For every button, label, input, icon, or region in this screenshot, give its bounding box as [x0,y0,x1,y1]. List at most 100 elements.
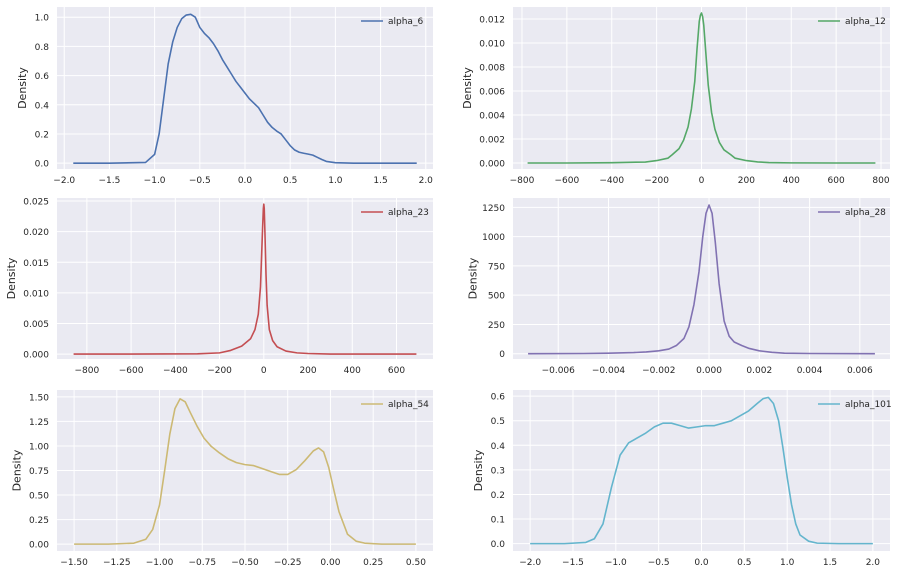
legend: alpha_54 [361,400,429,410]
y-tick-label: 0.025 [23,198,49,208]
y-tick-label: 0.50 [29,492,49,502]
x-tick-label: −400 [163,366,188,376]
x-tick-label: 200 [738,176,755,186]
y-axis-label: Density [5,257,18,299]
x-tick-label: 0 [261,366,267,376]
x-tick-label: 0.0 [238,176,253,186]
x-tick-label: −0.5 [648,558,670,568]
x-tick-label: 0.5 [283,176,297,186]
y-tick-label: 0.8 [35,43,50,53]
y-tick-label: 0.2 [491,491,505,501]
y-tick-label: 1.0 [35,14,50,24]
legend: alpha_6 [361,17,423,27]
legend-label: alpha_101 [845,400,892,410]
x-tick-label: −0.002 [642,366,675,376]
y-tick-label: 0.008 [479,64,505,74]
x-tick-label: −2.0 [53,176,75,186]
x-tick-label: −400 [599,176,624,186]
subplot-alpha_54: −1.50 −1.25 −1.00 −0.75 −0.50 −0.25 0.00 0.25 0.… [11,390,433,568]
y-tick-label: 0.0 [35,160,50,170]
x-tick-label: −800 [74,366,99,376]
x-tick-label: 2.0 [866,558,881,568]
x-tick-label: −0.004 [592,366,626,376]
x-tick-label: 1.0 [328,176,343,186]
y-tick-label: 0.020 [23,228,49,238]
x-tick-label: 0.002 [746,366,772,376]
x-tick-label: 0.25 [363,558,383,568]
y-tick-label: 0.000 [23,351,49,361]
y-tick-label: 250 [488,321,505,331]
x-tick-label: −200 [644,176,669,186]
subplot-alpha_101: −2.0 −1.5 −1.0 −0.5 0.0 0.5 1.0 1.5 2.0 0.0 0.1 0.2… [472,390,892,568]
legend: alpha_23 [361,208,429,218]
x-tick-label: −1.0 [605,558,627,568]
x-tick-label: −1.0 [144,176,166,186]
y-tick-label: 0.4 [491,442,506,452]
x-tick-label: −1.25 [103,558,131,568]
y-tick-label: 0.006 [479,88,505,98]
y-axis-label: Density [461,67,474,109]
y-tick-label: 0.005 [23,320,49,330]
density-line-alpha_28 [528,204,875,355]
y-tick-label: 0.25 [29,516,49,526]
x-tick-label: −0.75 [188,558,216,568]
y-tick-label: 0.5 [491,417,505,427]
y-tick-label: 1250 [482,204,505,214]
x-tick-label: −1.50 [60,558,88,568]
y-tick-label: 750 [488,262,505,272]
x-tick-label: 400 [783,176,800,186]
subplot-alpha_12: −800 −600 −400 −200 0 200 400 600 800 0.000 0.002 0… [461,7,890,186]
legend: alpha_101 [818,400,892,410]
plot-area [513,198,890,359]
x-tick-label: 1.5 [823,558,837,568]
x-tick-label: −2.0 [519,558,541,568]
y-tick-label: 1.00 [29,442,49,452]
y-tick-label: 1.25 [29,418,49,428]
y-tick-label: 0.1 [491,516,505,526]
density-line-alpha_23 [73,203,417,355]
legend-label: alpha_23 [388,208,429,218]
y-tick-label: 0.4 [35,101,50,111]
legend-label: alpha_28 [845,208,886,218]
y-axis-label: Density [16,67,29,109]
x-tick-label: 0.006 [847,366,873,376]
y-tick-label: 0.6 [491,393,506,403]
x-tick-label: −1.00 [146,558,174,568]
x-tick-label: −0.5 [189,176,211,186]
y-tick-label: 0.75 [29,467,49,477]
y-axis-label: Density [11,449,24,491]
x-tick-label: 1.5 [373,176,387,186]
y-tick-label: 0.2 [35,130,49,140]
y-axis-label: Density [467,257,480,299]
legend: alpha_12 [818,17,886,27]
y-tick-label: 0.015 [23,259,49,269]
x-tick-label: 2.0 [419,176,434,186]
y-tick-label: 0.3 [491,466,505,476]
y-tick-label: 0.000 [479,160,505,170]
x-tick-label: 1.0 [780,558,795,568]
subplot-alpha_28: −0.006 −0.004 −0.002 0.000 0.002 0.004 0.006 0 2… [467,198,890,376]
x-tick-label: −1.5 [98,176,120,186]
y-tick-label: 0.002 [479,136,505,146]
y-tick-label: 0 [499,350,505,360]
x-tick-label: 0.50 [406,558,426,568]
y-tick-label: 500 [488,292,505,302]
density-line-alpha_6 [73,13,417,164]
x-tick-label: 0.004 [797,366,823,376]
x-tick-label: −600 [554,176,579,186]
legend-label: alpha_12 [845,17,886,27]
x-tick-label: −600 [119,366,144,376]
x-tick-label: 0.000 [696,366,722,376]
legend-label: alpha_6 [388,17,423,27]
x-tick-label: 600 [388,366,405,376]
x-tick-label: −0.50 [231,558,259,568]
legend-label: alpha_54 [388,400,429,410]
x-tick-label: 400 [344,366,361,376]
x-tick-label: −1.5 [562,558,584,568]
y-tick-label: 0.010 [479,40,505,50]
x-tick-label: −0.25 [274,558,302,568]
subplot-alpha_23: −800 −600 −400 −200 0 200 400 600 0.000 0.005 0.01… [5,198,433,376]
x-tick-label: −800 [510,176,535,186]
subplot-alpha_6: −2.0 −1.5 −1.0 −0.5 0.0 0.5 1.0 1.5 2.0 0.0 0.2 0.4… [16,7,433,186]
y-tick-label: 0.6 [35,72,50,82]
